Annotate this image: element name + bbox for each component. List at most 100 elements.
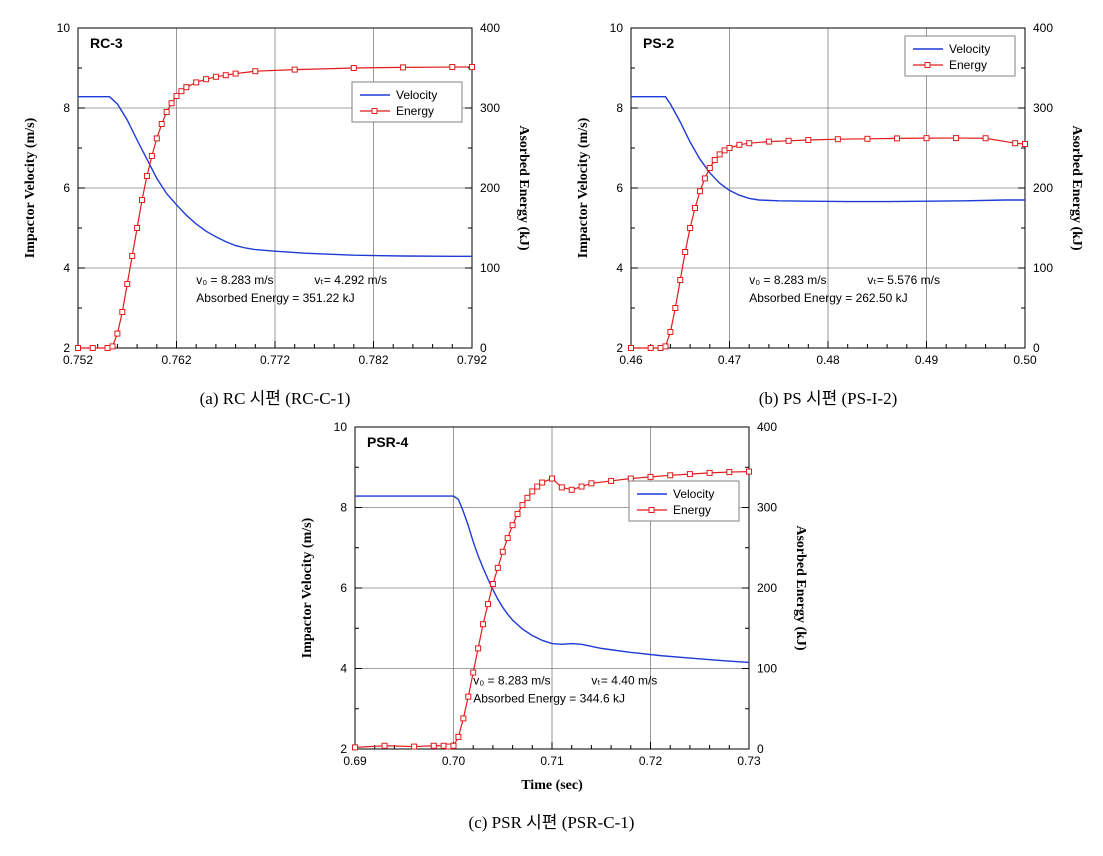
energy-marker [747, 141, 752, 146]
energy-marker [120, 310, 125, 315]
svg-text:10: 10 [57, 21, 71, 35]
energy-marker [697, 189, 702, 194]
row-top: 0.7520.7620.7720.7820.792246810010020030… [10, 10, 1093, 409]
energy-marker [179, 89, 184, 94]
svg-text:0.752: 0.752 [63, 353, 93, 367]
energy-marker [431, 743, 436, 748]
energy-marker [401, 65, 406, 70]
energy-marker [559, 485, 564, 490]
energy-marker [480, 622, 485, 627]
svg-text:2: 2 [63, 341, 70, 355]
panel-title: PSR-4 [367, 434, 408, 450]
energy-marker [1023, 142, 1028, 147]
legend-velocity: Velocity [396, 88, 437, 102]
energy-marker [213, 74, 218, 79]
anno-vt: vₜ= 4.40 m/s [591, 674, 657, 688]
svg-text:4: 4 [340, 662, 347, 676]
energy-marker [579, 484, 584, 489]
energy-marker [722, 148, 727, 153]
energy-marker [115, 331, 120, 336]
energy-marker [549, 476, 554, 481]
caption-a: (a) RC 시편 (RC-C-1) [200, 384, 351, 409]
energy-marker [608, 478, 613, 483]
svg-text:6: 6 [616, 181, 623, 195]
svg-text:0.71: 0.71 [540, 754, 564, 768]
svg-text:100: 100 [757, 662, 777, 676]
energy-marker [164, 110, 169, 115]
panel-c: 0.690.700.710.720.732468100100200300400I… [287, 409, 817, 833]
energy-marker [441, 743, 446, 748]
y2-axis-label: Asorbed Energy (kJ) [1069, 125, 1084, 251]
energy-marker [125, 282, 130, 287]
energy-marker [658, 346, 663, 351]
energy-marker [174, 94, 179, 99]
energy-marker [539, 480, 544, 485]
energy-marker [144, 174, 149, 179]
y1-axis-label: Impactor Velocity (m/s) [576, 117, 591, 258]
panel-title: PS-2 [643, 35, 674, 51]
energy-marker [737, 142, 742, 147]
svg-text:6: 6 [63, 181, 70, 195]
figure-grid: 0.7520.7620.7720.7820.792246810010020030… [10, 10, 1093, 833]
energy-marker [154, 136, 159, 141]
energy-marker [130, 254, 135, 259]
svg-text:0.69: 0.69 [343, 754, 367, 768]
energy-marker [450, 65, 455, 70]
energy-marker [500, 549, 505, 554]
energy-marker [352, 745, 357, 750]
chart-c: 0.690.700.710.720.732468100100200300400I… [287, 409, 817, 804]
energy-marker [446, 744, 451, 749]
energy-marker [786, 138, 791, 143]
svg-text:400: 400 [480, 21, 500, 35]
energy-marker [648, 346, 653, 351]
svg-text:0.792: 0.792 [457, 353, 487, 367]
svg-text:0.762: 0.762 [161, 353, 191, 367]
energy-marker [687, 472, 692, 477]
energy-marker [159, 122, 164, 127]
energy-marker [707, 166, 712, 171]
energy-marker [1013, 141, 1018, 146]
svg-text:0: 0 [1033, 341, 1040, 355]
energy-marker [149, 154, 154, 159]
y2-axis-label: Asorbed Energy (kJ) [793, 525, 808, 651]
anno-v0: v₀ = 8.283 m/s [749, 273, 826, 287]
svg-text:200: 200 [480, 181, 500, 195]
energy-marker [515, 511, 520, 516]
energy-marker [894, 136, 899, 141]
energy-marker [451, 743, 456, 748]
energy-marker [485, 602, 490, 607]
svg-text:8: 8 [616, 101, 623, 115]
svg-text:100: 100 [480, 261, 500, 275]
y1-axis-label: Impactor Velocity (m/s) [23, 117, 38, 258]
energy-marker [534, 484, 539, 489]
anno-v0: v₀ = 8.283 m/s [196, 273, 273, 287]
energy-marker [954, 136, 959, 141]
energy-marker [924, 136, 929, 141]
energy-marker [629, 346, 634, 351]
svg-text:4: 4 [63, 261, 70, 275]
anno-vt: vₜ= 5.576 m/s [867, 273, 940, 287]
energy-marker [510, 523, 515, 528]
anno-energy: Absorbed Energy = 344.6 kJ [473, 692, 625, 706]
energy-marker [292, 67, 297, 72]
anno-energy: Absorbed Energy = 262.50 kJ [749, 291, 907, 305]
svg-text:400: 400 [757, 420, 777, 434]
legend-energy: Energy [949, 58, 987, 72]
energy-marker [628, 476, 633, 481]
legend-energy: Energy [673, 503, 711, 517]
energy-marker [76, 346, 81, 351]
legend-velocity: Velocity [673, 487, 714, 501]
svg-text:400: 400 [1033, 21, 1053, 35]
energy-marker [475, 646, 480, 651]
energy-marker [727, 146, 732, 151]
energy-marker [253, 69, 258, 74]
energy-marker [865, 136, 870, 141]
energy-marker [683, 250, 688, 255]
energy-marker [524, 495, 529, 500]
energy-marker [194, 80, 199, 85]
energy-marker [233, 71, 238, 76]
svg-text:0.48: 0.48 [816, 353, 840, 367]
energy-marker [505, 536, 510, 541]
energy-marker [712, 158, 717, 163]
svg-text:6: 6 [340, 581, 347, 595]
